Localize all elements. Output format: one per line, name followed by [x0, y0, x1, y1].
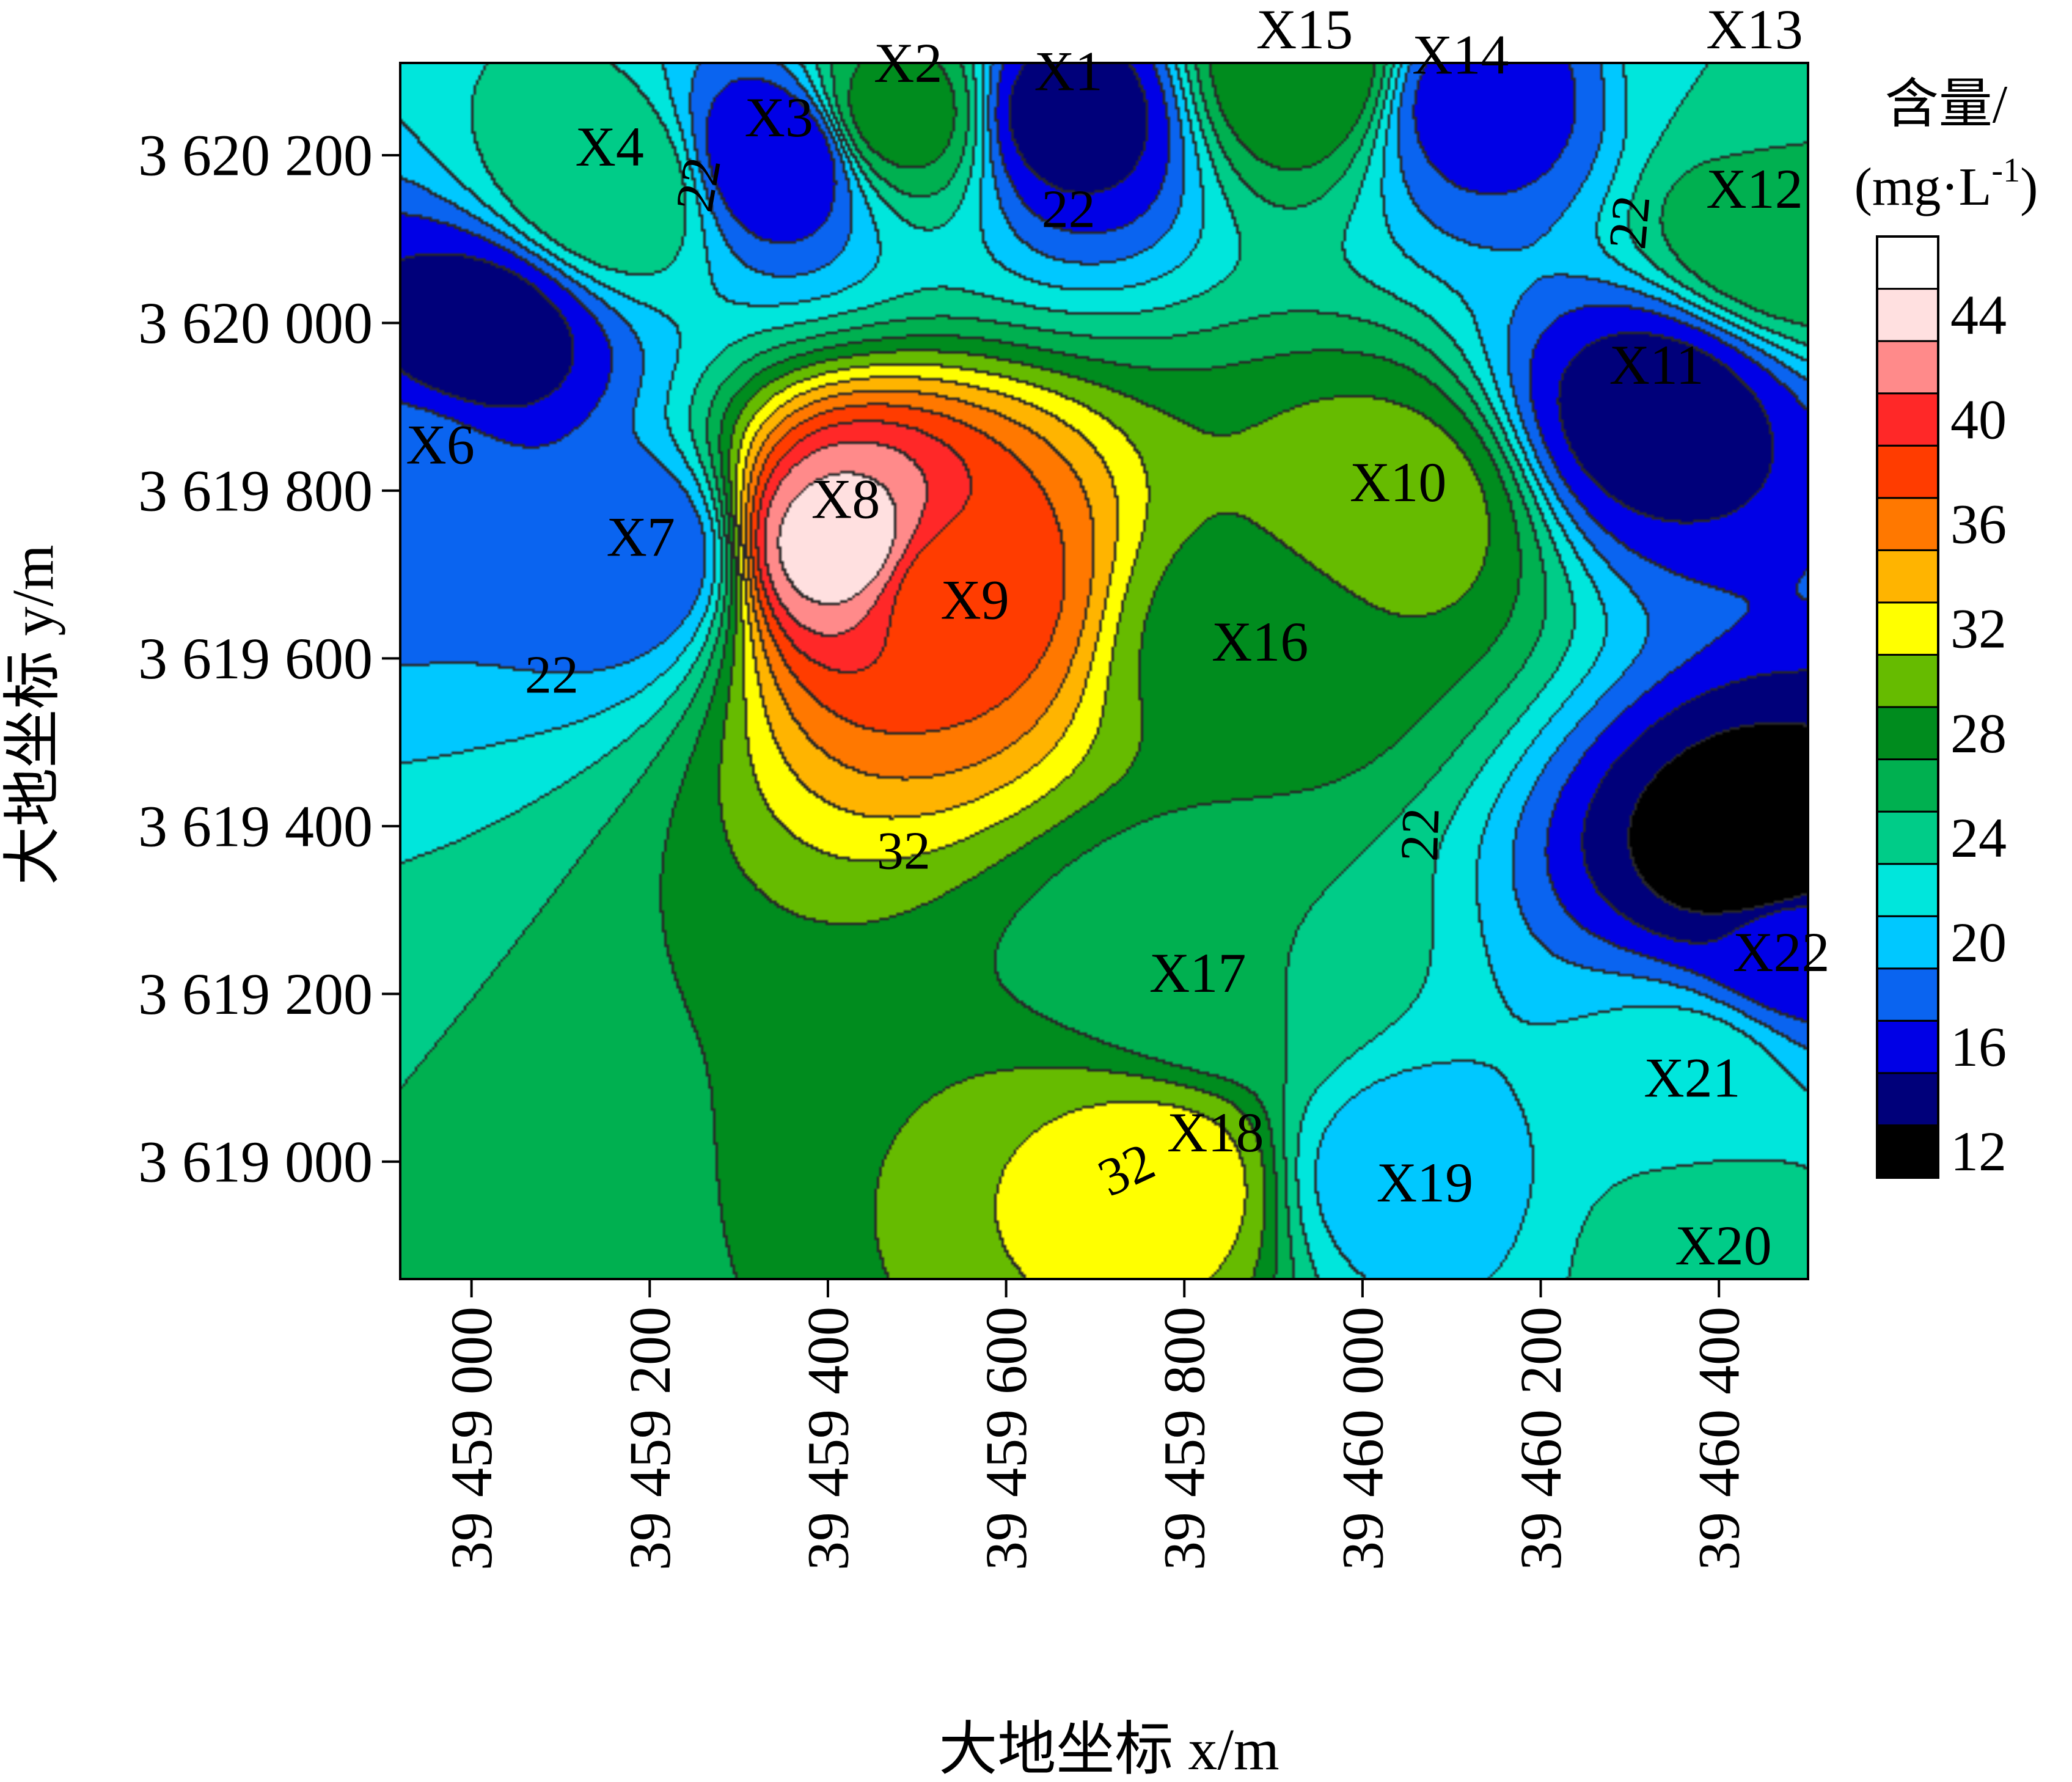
legend-swatch	[1876, 549, 1939, 604]
legend-tick-label: 24	[1950, 807, 2007, 869]
legend-tick-label: 40	[1950, 388, 2007, 450]
y-tick-label: 3 620 200	[138, 122, 373, 188]
legend-swatch	[1876, 915, 1939, 970]
legend-swatch	[1876, 235, 1939, 290]
legend-title-tail: )	[2020, 158, 2038, 217]
legend-tick-label: 12	[1950, 1120, 2007, 1182]
well-label-x19: X19	[1377, 1151, 1473, 1214]
y-axis: 3 619 000 3 619 200 3 619 400 3 619 600 3 61…	[138, 122, 400, 1194]
contour-label: 32	[877, 822, 931, 881]
x-axis: 39 459 000 39 459 200 39 459 400 39 459 600…	[439, 1279, 1752, 1571]
contour-label: 22	[1042, 180, 1096, 240]
legend-swatch	[1876, 653, 1939, 708]
contour-label: 22	[1390, 807, 1451, 862]
legend-swatch	[1876, 810, 1939, 865]
legend-swatches	[1876, 235, 1939, 1179]
legend-swatch	[1876, 288, 1939, 342]
well-label-x16: X16	[1212, 610, 1308, 673]
legend-tick-label: 16	[1950, 1016, 2007, 1078]
legend-swatch	[1876, 706, 1939, 761]
well-label-x1: X1	[1034, 40, 1102, 103]
well-label-x9: X9	[940, 568, 1009, 631]
well-label-x20: X20	[1675, 1214, 1771, 1277]
y-tick-label: 3 619 200	[138, 961, 373, 1027]
legend-title-sup: -1	[1991, 152, 2020, 189]
legend-tick-label: 44	[1950, 284, 2007, 346]
y-tick-label: 3 619 600	[138, 626, 373, 691]
well-label-x11: X11	[1609, 334, 1704, 396]
y-tick-label: 3 620 000	[138, 290, 373, 356]
legend-frame	[1876, 235, 1939, 1179]
legend-swatch	[1876, 392, 1939, 447]
legend-tick-label: 32	[1950, 598, 2007, 660]
legend-swatch	[1876, 601, 1939, 656]
legend-swatch	[1876, 444, 1939, 499]
x-tick-label: 39 459 600	[973, 1307, 1039, 1571]
well-label-x17: X17	[1149, 942, 1246, 1004]
legend-title-line2: (mg·L-1)	[1854, 152, 2038, 217]
well-label-x23: X23	[1684, 812, 1781, 874]
legend-swatch	[1876, 758, 1939, 813]
legend-title-line1: 含量/	[1885, 75, 2008, 134]
legend-swatch	[1876, 1019, 1939, 1074]
plot-frame	[399, 62, 1809, 1280]
legend-title-unit: (mg·L	[1854, 158, 1992, 217]
legend-ticks: 12 16 20 24 28 32 36 40 44	[1950, 284, 2007, 1182]
legend-swatch	[1876, 340, 1939, 395]
y-axis-title: 大地坐标 y/m	[0, 544, 65, 885]
legend-tick-label: 36	[1950, 493, 2007, 556]
x-tick-label: 39 459 800	[1152, 1307, 1217, 1571]
well-label-x14: X14	[1412, 23, 1509, 86]
well-label-x12: X12	[1706, 158, 1803, 220]
legend-swatch	[1876, 863, 1939, 917]
x-tick-label: 39 460 000	[1330, 1307, 1395, 1571]
well-label-x13: X13	[1706, 0, 1803, 61]
x-tick-label: 39 459 000	[439, 1307, 504, 1571]
y-tick-label: 3 619 400	[138, 793, 373, 859]
x-tick-label: 39 459 200	[617, 1307, 683, 1571]
x-tick-label: 39 460 400	[1686, 1307, 1752, 1571]
well-label-x3: X3	[745, 86, 813, 148]
x-tick-label: 39 460 200	[1508, 1307, 1573, 1571]
contour-label: 22	[1598, 193, 1661, 252]
plot-area	[400, 63, 1808, 1279]
well-label-x8: X8	[811, 468, 880, 530]
y-tick-label: 3 619 000	[138, 1129, 373, 1194]
well-label-x15: X15	[1256, 0, 1353, 61]
well-label-x4: X4	[575, 116, 643, 178]
contour-label: 22	[665, 153, 733, 216]
legend-swatch	[1876, 1072, 1939, 1126]
legend-swatch	[1876, 1124, 1939, 1179]
x-axis-title: 大地坐标 x/m	[939, 1717, 1279, 1782]
well-label-x6: X6	[406, 413, 474, 475]
legend-swatch	[1876, 497, 1939, 551]
legend-swatch	[1876, 967, 1939, 1022]
well-label-x18: X18	[1167, 1101, 1264, 1164]
y-tick-label: 3 619 800	[138, 458, 373, 523]
legend-tick-label: 20	[1950, 911, 2007, 974]
well-label-x21: X21	[1644, 1047, 1740, 1109]
legend: 含量/ (mg·L-1) 12 16 20 24 28 32 36 40 44	[1854, 75, 2038, 1182]
contour-field	[400, 63, 1808, 1279]
well-label-x7: X7	[606, 505, 675, 568]
well-label-x10: X10	[1350, 451, 1446, 513]
well-labels: X1 X2 X3 X4 X6 X7 X8 X9 X10 X11 X12 X13 X14 X15 X16 X17…	[406, 0, 1829, 1277]
well-label-x22: X22	[1733, 921, 1829, 983]
x-tick-label: 39 459 400	[795, 1307, 860, 1571]
well-label-x2: X2	[874, 32, 942, 94]
legend-tick-label: 28	[1950, 702, 2007, 765]
contour-label: 22	[525, 645, 579, 705]
